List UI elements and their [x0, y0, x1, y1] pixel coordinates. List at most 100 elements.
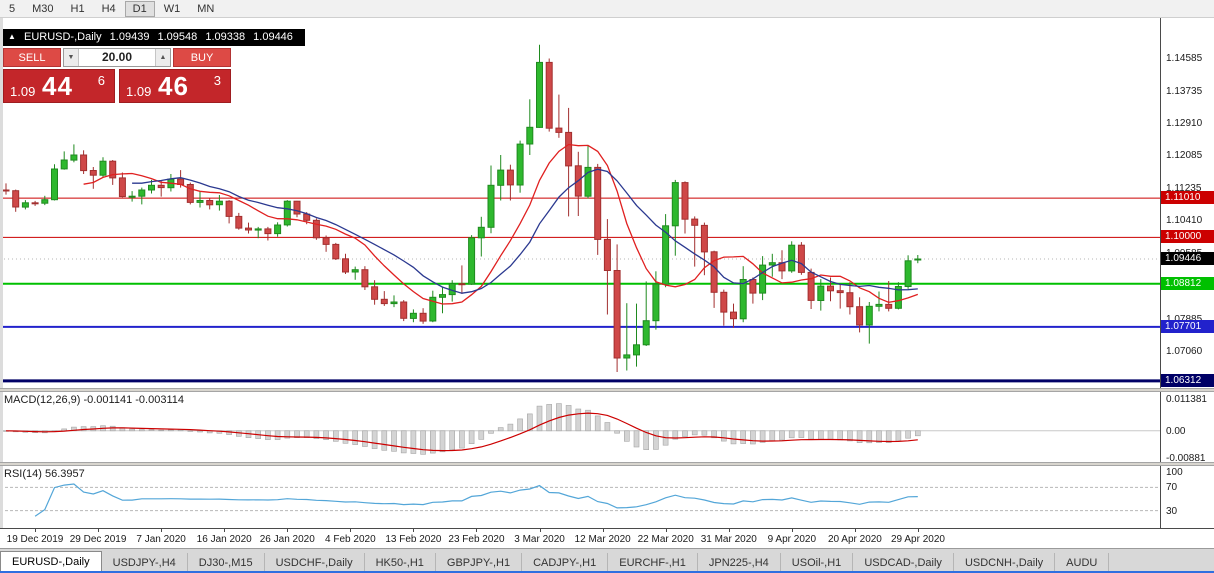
- date-axis-label: 29 Dec 2019: [69, 534, 127, 545]
- date-axis-label: 23 Feb 2020: [448, 534, 505, 545]
- macd-panel[interactable]: MACD(12,26,9) -0.001141 -0.003114: [0, 392, 1160, 462]
- price-axis-label: 1.10410: [1166, 215, 1203, 227]
- macd-axis-label: 0.011381: [1166, 394, 1207, 405]
- rsi-panel[interactable]: RSI(14) 56.3957: [0, 466, 1160, 528]
- chart-tab[interactable]: GBPJPY-,H1: [435, 553, 523, 573]
- date-axis-label: 9 Apr 2020: [767, 534, 817, 545]
- sell-button[interactable]: SELL: [3, 48, 61, 67]
- chart-ohlc-info: ▲ EURUSD-,Daily 1.09439 1.09548 1.09338 …: [3, 29, 305, 46]
- volume-stepper: ▼ 20.00 ▲: [63, 48, 171, 67]
- chart-tab[interactable]: USDCHF-,Daily: [264, 553, 365, 573]
- sell-price-head: 1.09: [10, 84, 36, 99]
- panel-splitter[interactable]: [0, 388, 1214, 392]
- price-axis-label: 1.07060: [1166, 345, 1203, 357]
- timeframe-button-h1[interactable]: H1: [63, 1, 93, 17]
- price-axis-label: 1.12910: [1166, 118, 1203, 130]
- volume-value[interactable]: 20.00: [101, 50, 133, 64]
- price-axis-label: 1.07885: [1166, 314, 1202, 325]
- date-tick: [161, 529, 163, 532]
- current-price-badge: 1.09446: [1161, 251, 1214, 265]
- macd-axis-label: 0.00: [1166, 425, 1186, 437]
- date-axis-label: 22 Mar 2020: [637, 534, 694, 545]
- rsi-axis-label: 30: [1166, 505, 1178, 517]
- timeframe-button-m30[interactable]: M30: [24, 1, 61, 17]
- chart-tab-bar: EURUSD-,Daily USDJPY-,H4 DJ30-,M15 USDCHF-,…: [0, 548, 1214, 573]
- volume-decrease-icon[interactable]: ▼: [64, 49, 79, 66]
- price-axis-label: 1.14585: [1166, 53, 1203, 65]
- main-chart-canvas[interactable]: [0, 18, 1160, 388]
- sell-price-pip: 6: [97, 73, 105, 88]
- chart-tab[interactable]: JPN225-,H4: [697, 553, 781, 573]
- chart-tab[interactable]: EURUSD-,Daily: [0, 551, 102, 573]
- rsi-indicator-label: RSI(14) 56.3957: [4, 468, 85, 480]
- date-axis-label: 13 Feb 2020: [385, 534, 442, 545]
- chart-tab[interactable]: USDCAD-,Daily: [853, 553, 954, 573]
- chart-tab[interactable]: AUDU: [1055, 553, 1110, 573]
- buy-price-pip: 3: [213, 73, 221, 88]
- chart-tab[interactable]: CADJPY-,H1: [522, 553, 609, 573]
- date-tick: [854, 529, 856, 532]
- buy-price-button[interactable]: 1.09 46 3: [119, 69, 231, 103]
- date-tick: [98, 529, 100, 532]
- date-axis-label: 20 Apr 2020: [827, 534, 882, 545]
- window-bottom-border: [0, 571, 1214, 573]
- date-tick: [476, 529, 478, 532]
- timeframe-button-h4[interactable]: H4: [94, 1, 124, 17]
- timeframe-button-5[interactable]: 5: [1, 1, 23, 17]
- rsi-axis-label: 70: [1166, 482, 1178, 494]
- chart-tab[interactable]: USDCNH-,Daily: [953, 553, 1056, 573]
- date-axis-label: 26 Jan 2020: [259, 534, 315, 545]
- buy-price-big: 46: [158, 71, 189, 101]
- date-tick: [539, 529, 541, 532]
- date-tick: [602, 529, 604, 532]
- price-level-badge: 1.07701: [1161, 319, 1214, 333]
- price-level-badge: 1.08812: [1161, 276, 1214, 290]
- chart-area: ▲ EURUSD-,Daily 1.09439 1.09548 1.09338 …: [0, 18, 1214, 548]
- volume-increase-icon[interactable]: ▲: [155, 49, 170, 66]
- macd-canvas[interactable]: [0, 392, 1160, 462]
- date-tick: [917, 529, 919, 532]
- date-tick: [791, 529, 793, 532]
- chart-tab[interactable]: EURCHF-,H1: [608, 553, 698, 573]
- date-axis-label: 31 Mar 2020: [700, 534, 757, 545]
- date-axis-label: 4 Feb 2020: [325, 534, 376, 545]
- one-click-trade-panel: SELL ▼ 20.00 ▲ BUY 1.09 44 6 1.09 46 3: [3, 48, 231, 103]
- date-tick: [665, 529, 667, 532]
- date-tick: [350, 529, 352, 532]
- date-axis-label: 7 Jan 2020: [136, 534, 186, 545]
- chart-tab[interactable]: DJ30-,M15: [187, 553, 265, 573]
- macd-indicator-label: MACD(12,26,9) -0.001141 -0.003114: [4, 394, 184, 406]
- date-axis-label: 19 Dec 2019: [6, 534, 64, 545]
- chart-symbol-label: EURUSD-,Daily: [23, 31, 102, 43]
- panel-splitter[interactable]: [0, 462, 1214, 466]
- chart-tab[interactable]: USDJPY-,H4: [101, 553, 188, 573]
- timeframe-button-mn[interactable]: MN: [189, 1, 222, 17]
- date-tick: [35, 529, 36, 532]
- chart-tab[interactable]: HK50-,H1: [364, 553, 436, 573]
- main-chart-panel[interactable]: [0, 18, 1160, 388]
- price-axis[interactable]: 1.14585 1.13735 1.12910 1.12085 1.11235 1.104…: [1160, 18, 1214, 528]
- date-axis-label: 12 Mar 2020: [574, 534, 631, 545]
- macd-axis-label: -0.00881: [1166, 452, 1206, 464]
- ohlc-low: 1.09338: [205, 31, 246, 43]
- price-axis-label: 1.12085: [1166, 150, 1203, 162]
- date-axis[interactable]: 19 Dec 2019 29 Dec 2019 7 Jan 2020 16 Jan 2…: [0, 528, 1214, 548]
- rsi-canvas[interactable]: [0, 466, 1160, 528]
- buy-price-head: 1.09: [126, 84, 152, 99]
- buy-button[interactable]: BUY: [173, 48, 231, 67]
- sell-price-button[interactable]: 1.09 44 6: [3, 69, 115, 103]
- price-level-badge: 1.11010: [1161, 191, 1214, 205]
- timeframe-toolbar: 5 M30 H1 H4 D1 W1 MN: [0, 0, 1214, 18]
- ohlc-high: 1.09548: [157, 31, 198, 43]
- date-axis-label: 29 Apr 2020: [891, 534, 945, 545]
- date-tick: [287, 529, 289, 532]
- timeframe-button-w1[interactable]: W1: [156, 1, 189, 17]
- chart-tab[interactable]: USOil-,H1: [780, 553, 854, 573]
- price-axis-label: 1.11235: [1166, 183, 1202, 195]
- date-tick: [413, 529, 415, 532]
- rsi-axis-label: 100: [1166, 467, 1183, 478]
- timeframe-button-d1[interactable]: D1: [124, 0, 155, 17]
- window-left-border: [0, 18, 3, 528]
- sell-price-big: 44: [42, 71, 73, 101]
